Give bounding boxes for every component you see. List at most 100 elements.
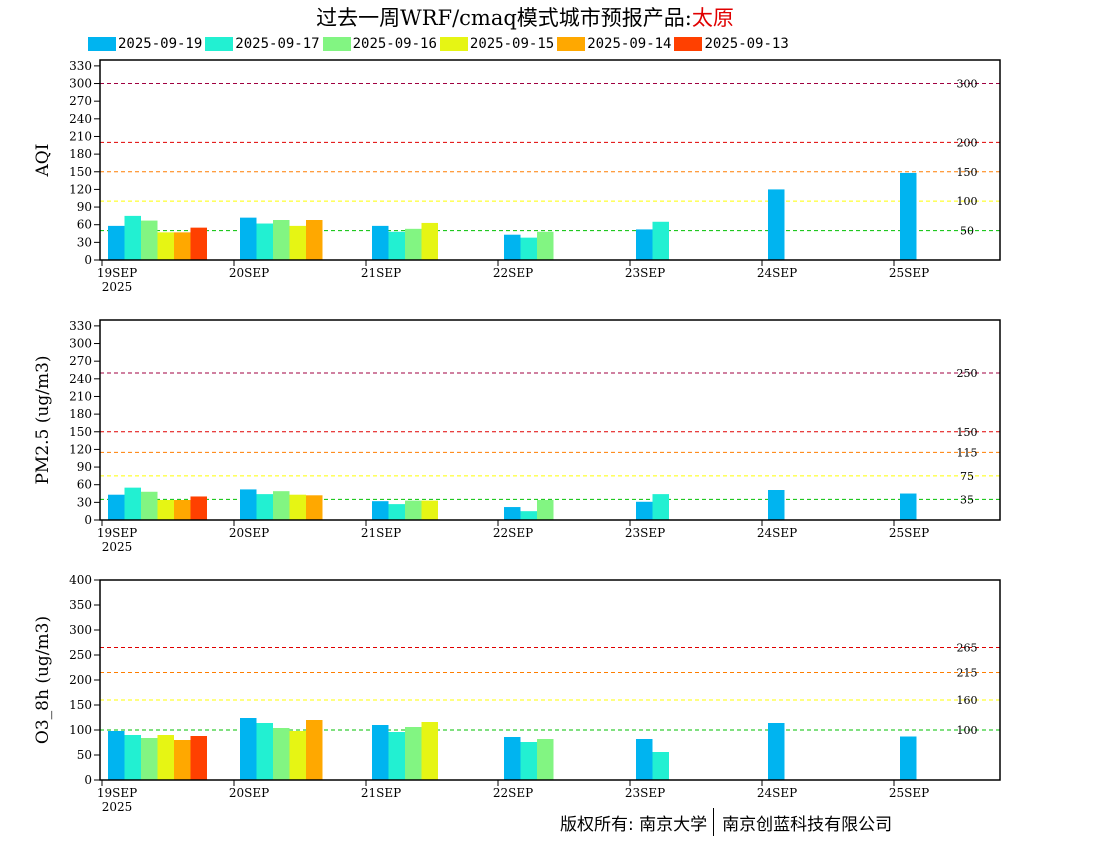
- y-tick-label: 240: [69, 112, 92, 126]
- x-tick-label: 19SEP: [97, 266, 137, 280]
- threshold-label: 75: [960, 470, 974, 483]
- threshold-label: 265: [957, 642, 978, 655]
- chart-panel: 265 215 160 100 0 50 100 150 200 250 300 350 400 19SE…: [33, 573, 1001, 814]
- data-bar: [273, 220, 290, 260]
- y-tick-label: 0: [84, 513, 92, 527]
- legend-label: 2025-09-19: [118, 36, 203, 52]
- y-tick-label: 100: [69, 723, 92, 737]
- legend-swatch: [88, 37, 116, 51]
- x-tick-label: 24SEP: [757, 786, 797, 800]
- x-tick-label: 25SEP: [889, 266, 929, 280]
- legend-swatch: [205, 37, 234, 51]
- y-tick-label: 30: [77, 235, 92, 249]
- data-bar: [636, 501, 653, 520]
- legend-swatch: [439, 37, 468, 51]
- copyright-right: 南京创蓝科技有限公司: [722, 814, 893, 835]
- y-tick-label: 330: [69, 59, 92, 73]
- y-tick-label: 0: [84, 773, 92, 787]
- y-tick-label: 210: [69, 129, 92, 143]
- data-bar: [405, 727, 422, 780]
- data-bar: [421, 500, 438, 520]
- data-bar: [124, 215, 141, 260]
- data-bar: [174, 232, 191, 260]
- data-bar: [520, 237, 537, 260]
- legend-label: 2025-09-16: [352, 36, 437, 52]
- data-bar: [900, 736, 917, 780]
- data-bar: [537, 739, 554, 780]
- year-label: 2025: [102, 540, 133, 554]
- threshold-label: 200: [957, 136, 978, 149]
- y-tick-label: 300: [69, 77, 92, 91]
- legend-item: 2025-09-19: [88, 36, 202, 52]
- data-bar: [306, 720, 323, 780]
- y-tick-label: 90: [77, 200, 92, 214]
- data-bar: [273, 491, 290, 520]
- data-bar: [289, 731, 306, 780]
- x-tick-label: 22SEP: [493, 266, 533, 280]
- copyright-left: 版权所有: 南京大学: [560, 814, 708, 835]
- plot-frame: [99, 59, 1001, 261]
- legend-label: 2025-09-17: [235, 36, 320, 52]
- y-tick-label: 0: [84, 253, 92, 267]
- x-tick-label: 19SEP: [97, 786, 137, 800]
- data-bar: [537, 500, 554, 520]
- data-bar: [520, 511, 537, 520]
- legend-swatch: [674, 37, 703, 51]
- y-tick-label: 50: [77, 748, 92, 762]
- x-tick-label: 24SEP: [757, 526, 797, 540]
- legend-item: 2025-09-16: [322, 36, 437, 52]
- y-tick-label: 200: [69, 673, 92, 687]
- data-bar: [190, 736, 207, 780]
- y-tick-label: 270: [69, 354, 92, 368]
- data-bar: [124, 487, 141, 520]
- threshold-label: 35: [960, 493, 974, 506]
- data-bar: [256, 223, 273, 260]
- data-bar: [405, 500, 422, 520]
- data-bar: [190, 496, 207, 520]
- data-bar: [306, 220, 323, 260]
- data-bar: [652, 221, 669, 260]
- legend-item: 2025-09-14: [557, 36, 671, 52]
- threshold-label: 150: [957, 166, 978, 179]
- threshold-label: 150: [957, 426, 978, 439]
- data-bar: [405, 228, 422, 260]
- legend-item: 2025-09-17: [205, 36, 320, 52]
- plot-frame: [99, 319, 1001, 521]
- legend-item: 2025-09-13: [674, 36, 789, 52]
- data-bar: [108, 731, 125, 780]
- data-bar: [157, 735, 174, 780]
- threshold-label: 250: [957, 367, 978, 380]
- x-tick-label: 20SEP: [229, 526, 269, 540]
- year-label: 2025: [102, 280, 133, 294]
- data-bar: [768, 723, 785, 780]
- data-bar: [388, 732, 405, 780]
- data-bar: [636, 739, 653, 780]
- y-axis-label: O3_8h (ug/m3): [33, 616, 53, 744]
- y-tick-label: 300: [69, 623, 92, 637]
- x-tick-label: 19SEP: [97, 526, 137, 540]
- data-bar: [190, 227, 207, 260]
- data-bar: [388, 504, 405, 520]
- chart-title: 过去一周WRF/cmaq模式城市预报产品:太原: [0, 2, 1050, 32]
- data-bar: [124, 735, 141, 780]
- y-tick-label: 90: [77, 460, 92, 474]
- title-city: 太原: [691, 6, 734, 30]
- data-bar: [900, 493, 917, 520]
- y-tick-label: 350: [69, 598, 92, 612]
- data-bar: [108, 225, 125, 260]
- legend-swatch: [322, 37, 351, 51]
- threshold-label: 100: [957, 724, 978, 737]
- threshold-label: 300: [957, 78, 978, 91]
- y-tick-label: 210: [69, 389, 92, 403]
- x-tick-label: 22SEP: [493, 786, 533, 800]
- data-bar: [174, 740, 191, 780]
- data-bar: [636, 229, 653, 260]
- data-bar: [900, 172, 917, 260]
- y-tick-label: 150: [69, 698, 92, 712]
- x-tick-label: 20SEP: [229, 266, 269, 280]
- data-bar: [289, 225, 306, 260]
- legend-swatch: [557, 37, 586, 51]
- y-tick-label: 180: [69, 147, 92, 161]
- data-bar: [652, 752, 669, 780]
